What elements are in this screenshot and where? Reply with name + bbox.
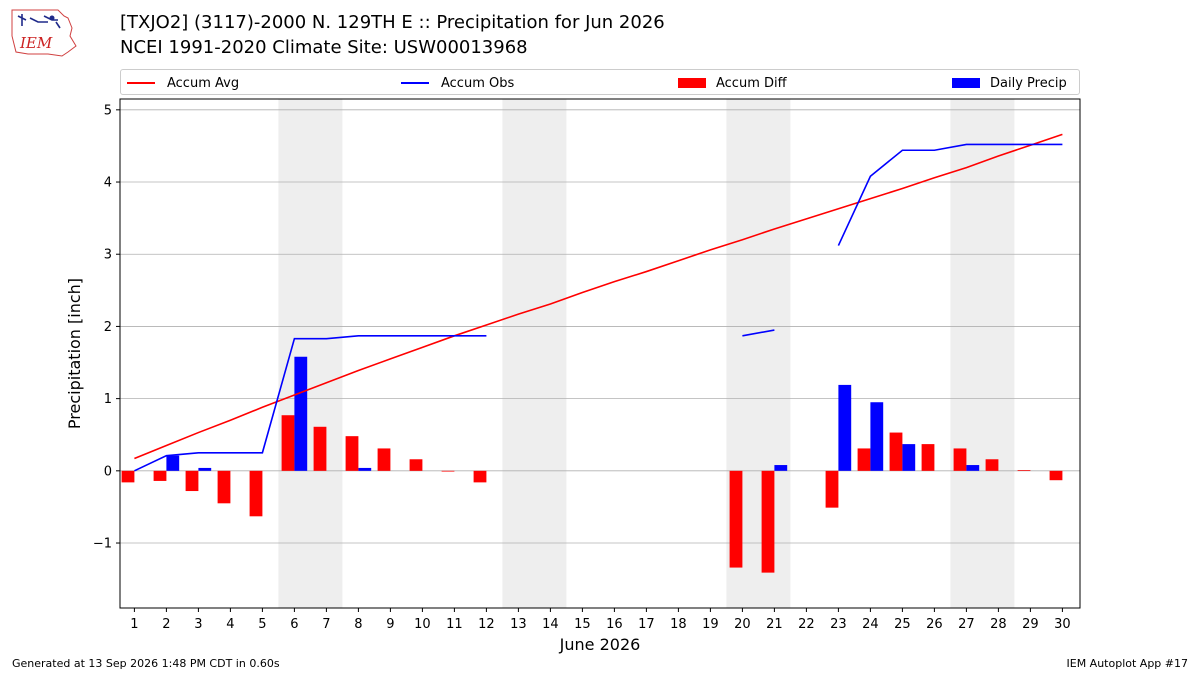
x-tick-label: 23 (830, 617, 847, 632)
chart-subtitle: NCEI 1991-2020 Climate Site: USW00013968 (120, 37, 528, 58)
x-tick-label: 17 (638, 617, 655, 632)
bar-accum-diff (1049, 470, 1063, 481)
legend-label-accum-obs: Accum Obs (441, 75, 515, 91)
legend-swatch-accum-avg (127, 82, 155, 84)
bar-accum-diff (153, 470, 167, 481)
legend-item-accum-obs: Accum Obs (401, 73, 514, 93)
chart-title: [TXJO2] (3117)-2000 N. 129TH E :: Precip… (120, 12, 665, 33)
logo-text: IEM (19, 34, 53, 52)
legend-label-accum-avg: Accum Avg (167, 75, 240, 91)
legend-swatch-accum-diff (678, 78, 706, 88)
bar-accum-diff (217, 470, 231, 504)
footer-generated-text: Generated at 13 Sep 2026 1:48 PM CDT in … (12, 657, 280, 670)
x-tick-label: 22 (798, 617, 815, 632)
footer-app-text: IEM Autoplot App #17 (1066, 657, 1189, 670)
bar-accum-diff (345, 436, 359, 471)
x-tick-label: 10 (414, 617, 431, 632)
bar-accum-diff (377, 448, 391, 471)
x-tick-label: 2 (162, 617, 170, 632)
bar-accum-diff (281, 415, 295, 471)
x-tick-label: 8 (354, 617, 362, 632)
line-accum-avg (134, 133, 1063, 460)
bar-daily-precip (294, 356, 308, 471)
y-tick-label: 3 (104, 248, 112, 263)
legend-swatch-daily-precip (952, 78, 980, 88)
x-tick-label: 4 (226, 617, 234, 632)
bar-accum-diff (953, 448, 967, 471)
legend-label-accum-diff: Accum Diff (716, 75, 787, 91)
y-tick-label: 5 (104, 103, 112, 118)
bar-accum-diff (1017, 470, 1031, 471)
bar-daily-precip (966, 465, 980, 471)
bar-daily-precip (838, 384, 852, 471)
iem-logo: IEM (11, 9, 77, 57)
line-accum-obs (742, 329, 775, 337)
bar-accum-diff (121, 470, 135, 483)
x-tick-label: 27 (958, 617, 975, 632)
x-tick-label: 6 (290, 617, 298, 632)
x-tick-label: 14 (542, 617, 559, 632)
bar-daily-precip (166, 455, 180, 471)
bar-accum-diff (889, 432, 903, 471)
bar-daily-precip (198, 467, 212, 471)
line-accum-obs (837, 143, 1063, 246)
bar-accum-diff (921, 444, 935, 471)
legend-label-daily-precip: Daily Precip (990, 75, 1067, 91)
legend-swatch-accum-obs (401, 82, 429, 84)
bar-accum-diff (441, 470, 455, 472)
y-axis-label: Precipitation [inch] (65, 278, 84, 429)
bar-accum-diff (409, 459, 423, 471)
plot-frame (119, 98, 1081, 609)
x-tick-label: 25 (894, 617, 911, 632)
bar-accum-diff (729, 470, 743, 568)
bar-accum-diff (857, 448, 871, 471)
bar-accum-diff (185, 470, 199, 492)
legend-item-daily-precip: Daily Precip (952, 73, 1067, 93)
bar-accum-diff (313, 426, 327, 471)
x-tick-label: 3 (194, 617, 202, 632)
x-tick-label: 30 (1054, 617, 1071, 632)
y-tick-label: 4 (104, 176, 112, 191)
bar-accum-diff (761, 470, 775, 573)
x-tick-label: 11 (446, 617, 463, 632)
x-tick-label: 15 (574, 617, 591, 632)
x-tick-label: 29 (1022, 617, 1039, 632)
bar-accum-diff (249, 470, 263, 517)
x-tick-label: 19 (702, 617, 719, 632)
y-tick-label: 2 (104, 320, 112, 335)
x-tick-label: 1 (130, 617, 138, 632)
x-tick-label: 26 (926, 617, 943, 632)
legend-item-accum-avg: Accum Avg (127, 73, 239, 93)
y-tick-label: −1 (93, 537, 112, 552)
x-tick-label: 7 (322, 617, 330, 632)
weekend-band-1 (278, 99, 343, 608)
x-tick-label: 5 (258, 617, 266, 632)
legend: Accum Avg Accum Obs Accum Diff Daily Pre… (120, 69, 1080, 95)
bar-daily-precip (870, 402, 884, 471)
x-tick-label: 28 (990, 617, 1007, 632)
x-tick-label: 18 (670, 617, 687, 632)
x-axis-label: June 2026 (559, 635, 641, 654)
x-tick-label: 13 (510, 617, 527, 632)
weekend-band-2 (502, 99, 567, 608)
bar-daily-precip (774, 465, 788, 471)
x-tick-label: 12 (478, 617, 495, 632)
weekend-band-4 (950, 99, 1015, 608)
x-tick-label: 20 (734, 617, 751, 632)
legend-item-accum-diff: Accum Diff (678, 73, 787, 93)
y-tick-label: 0 (104, 464, 112, 479)
x-tick-label: 24 (862, 617, 879, 632)
x-tick-label: 21 (766, 617, 783, 632)
bar-daily-precip (358, 467, 372, 471)
x-tick-label: 16 (606, 617, 623, 632)
bar-accum-diff (825, 470, 839, 508)
line-accum-obs (134, 335, 487, 472)
y-tick-label: 1 (104, 392, 112, 407)
bar-daily-precip (902, 444, 916, 471)
bar-accum-diff (473, 470, 487, 483)
bar-accum-diff (985, 459, 999, 471)
x-tick-label: 9 (386, 617, 394, 632)
